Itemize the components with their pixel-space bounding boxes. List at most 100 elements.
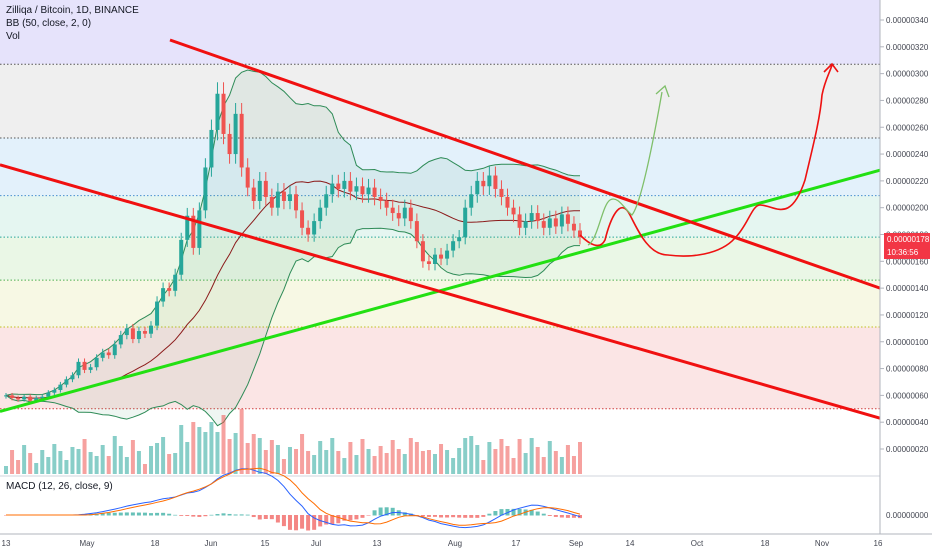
macd-hist-80 — [487, 513, 492, 516]
bb-indicator-label[interactable]: BB (50, close, 2, 0) — [6, 18, 92, 29]
volume-bar-32 — [197, 427, 202, 474]
candle-body — [281, 191, 286, 201]
candle-90 — [547, 210, 552, 236]
candle-body — [94, 357, 99, 368]
candle-81 — [493, 166, 498, 198]
macd-hist-63 — [384, 507, 389, 516]
x-tick-label: May — [79, 539, 94, 548]
macd-hist-53 — [324, 515, 329, 525]
macd-hist-93 — [565, 515, 570, 518]
volume-bar-86 — [523, 453, 528, 474]
volume-bar-21 — [130, 440, 135, 474]
candle-50 — [306, 220, 311, 242]
candle-body — [499, 188, 504, 197]
macd-hist-37 — [227, 513, 232, 516]
x-tick-label: Nov — [815, 539, 829, 548]
macd-hist-92 — [559, 515, 564, 518]
volume-bar-43 — [263, 450, 268, 474]
volume-bar-67 — [408, 438, 413, 474]
macd-hist-42 — [257, 515, 262, 520]
volume-bar-6 — [40, 450, 45, 474]
volume-bar-30 — [185, 442, 190, 474]
volume-bar-84 — [511, 458, 516, 474]
candle-79 — [481, 172, 486, 195]
bb-lower — [5, 227, 580, 427]
volume-bar-63 — [384, 453, 389, 474]
volume-bar-42 — [257, 438, 262, 474]
candle-body — [553, 218, 558, 227]
y-tick-label: 0.00000140 — [886, 284, 929, 293]
volume-indicator-label[interactable]: Vol — [6, 31, 20, 42]
zone-band-1 — [0, 64, 880, 138]
red-lower-trendline — [0, 163, 881, 420]
candle-body — [571, 223, 576, 231]
x-tick-label: 14 — [626, 539, 635, 548]
volume-bar-25 — [155, 443, 160, 474]
zone-band-2 — [0, 137, 880, 196]
volume-bar-68 — [414, 442, 419, 474]
x-tick-label: Aug — [448, 539, 462, 548]
volume-bar-75 — [457, 448, 462, 474]
candle-body — [439, 254, 444, 259]
volume-bar-54 — [330, 438, 335, 474]
volume-bar-87 — [529, 438, 534, 474]
volume-bars — [4, 409, 582, 474]
zone-band-5 — [0, 280, 880, 328]
candle-27 — [167, 282, 172, 297]
x-tick-label: 13 — [373, 539, 382, 548]
volume-bar-95 — [578, 442, 582, 474]
macd-hist-64 — [390, 507, 395, 516]
volume-bar-59 — [360, 439, 365, 474]
volume-bar-58 — [354, 455, 359, 474]
y-tick-label: 0.00000160 — [886, 257, 929, 266]
y-tick-label: 0.00000060 — [886, 391, 929, 400]
candle-body — [300, 210, 305, 228]
candle-body — [112, 344, 117, 356]
candle-22 — [136, 326, 141, 344]
candle-body — [463, 207, 468, 238]
candle-body — [432, 254, 437, 264]
x-tick-label: Jun — [205, 539, 218, 548]
candle-74 — [451, 234, 456, 258]
candle-12 — [76, 358, 81, 379]
macd-indicator-label[interactable]: MACD (12, 26, close, 9) — [6, 481, 113, 492]
candle-body — [4, 395, 8, 397]
macd-hist-55 — [336, 515, 341, 524]
macd-hist-62 — [378, 507, 383, 516]
candle-55 — [336, 174, 341, 198]
candle-body — [161, 288, 166, 302]
macd-hist-70 — [426, 515, 431, 517]
candle-11 — [70, 372, 75, 383]
candle-body — [547, 218, 552, 228]
macd-hist-59 — [360, 515, 365, 518]
macd-hist-27 — [167, 513, 172, 516]
candle-91 — [553, 210, 558, 234]
volume-bar-82 — [499, 439, 504, 474]
candle-88 — [535, 205, 540, 229]
candle-body — [185, 215, 190, 240]
candle-body — [294, 194, 299, 211]
volume-bar-41 — [251, 434, 256, 474]
candle-body — [330, 183, 335, 195]
candle-body — [408, 207, 413, 222]
candle-body — [34, 398, 39, 401]
volume-bar-74 — [451, 458, 456, 474]
volume-bar-51 — [312, 455, 317, 474]
macd-hist-87 — [529, 509, 534, 516]
macd-hist-18 — [112, 512, 117, 516]
candle-14 — [88, 363, 93, 374]
last-price-badge: 0.00000178 — [884, 233, 930, 246]
candle-70 — [426, 254, 431, 271]
candle-body — [58, 384, 63, 391]
volume-bar-46 — [281, 459, 286, 474]
volume-bar-38 — [233, 433, 238, 474]
volume-bar-5 — [34, 463, 39, 474]
volume-bar-48 — [294, 449, 299, 474]
candle-31 — [191, 207, 196, 255]
candle-body — [257, 180, 262, 201]
candle-83 — [505, 188, 510, 216]
volume-bar-20 — [124, 457, 129, 474]
macd-hist-77 — [469, 515, 474, 518]
